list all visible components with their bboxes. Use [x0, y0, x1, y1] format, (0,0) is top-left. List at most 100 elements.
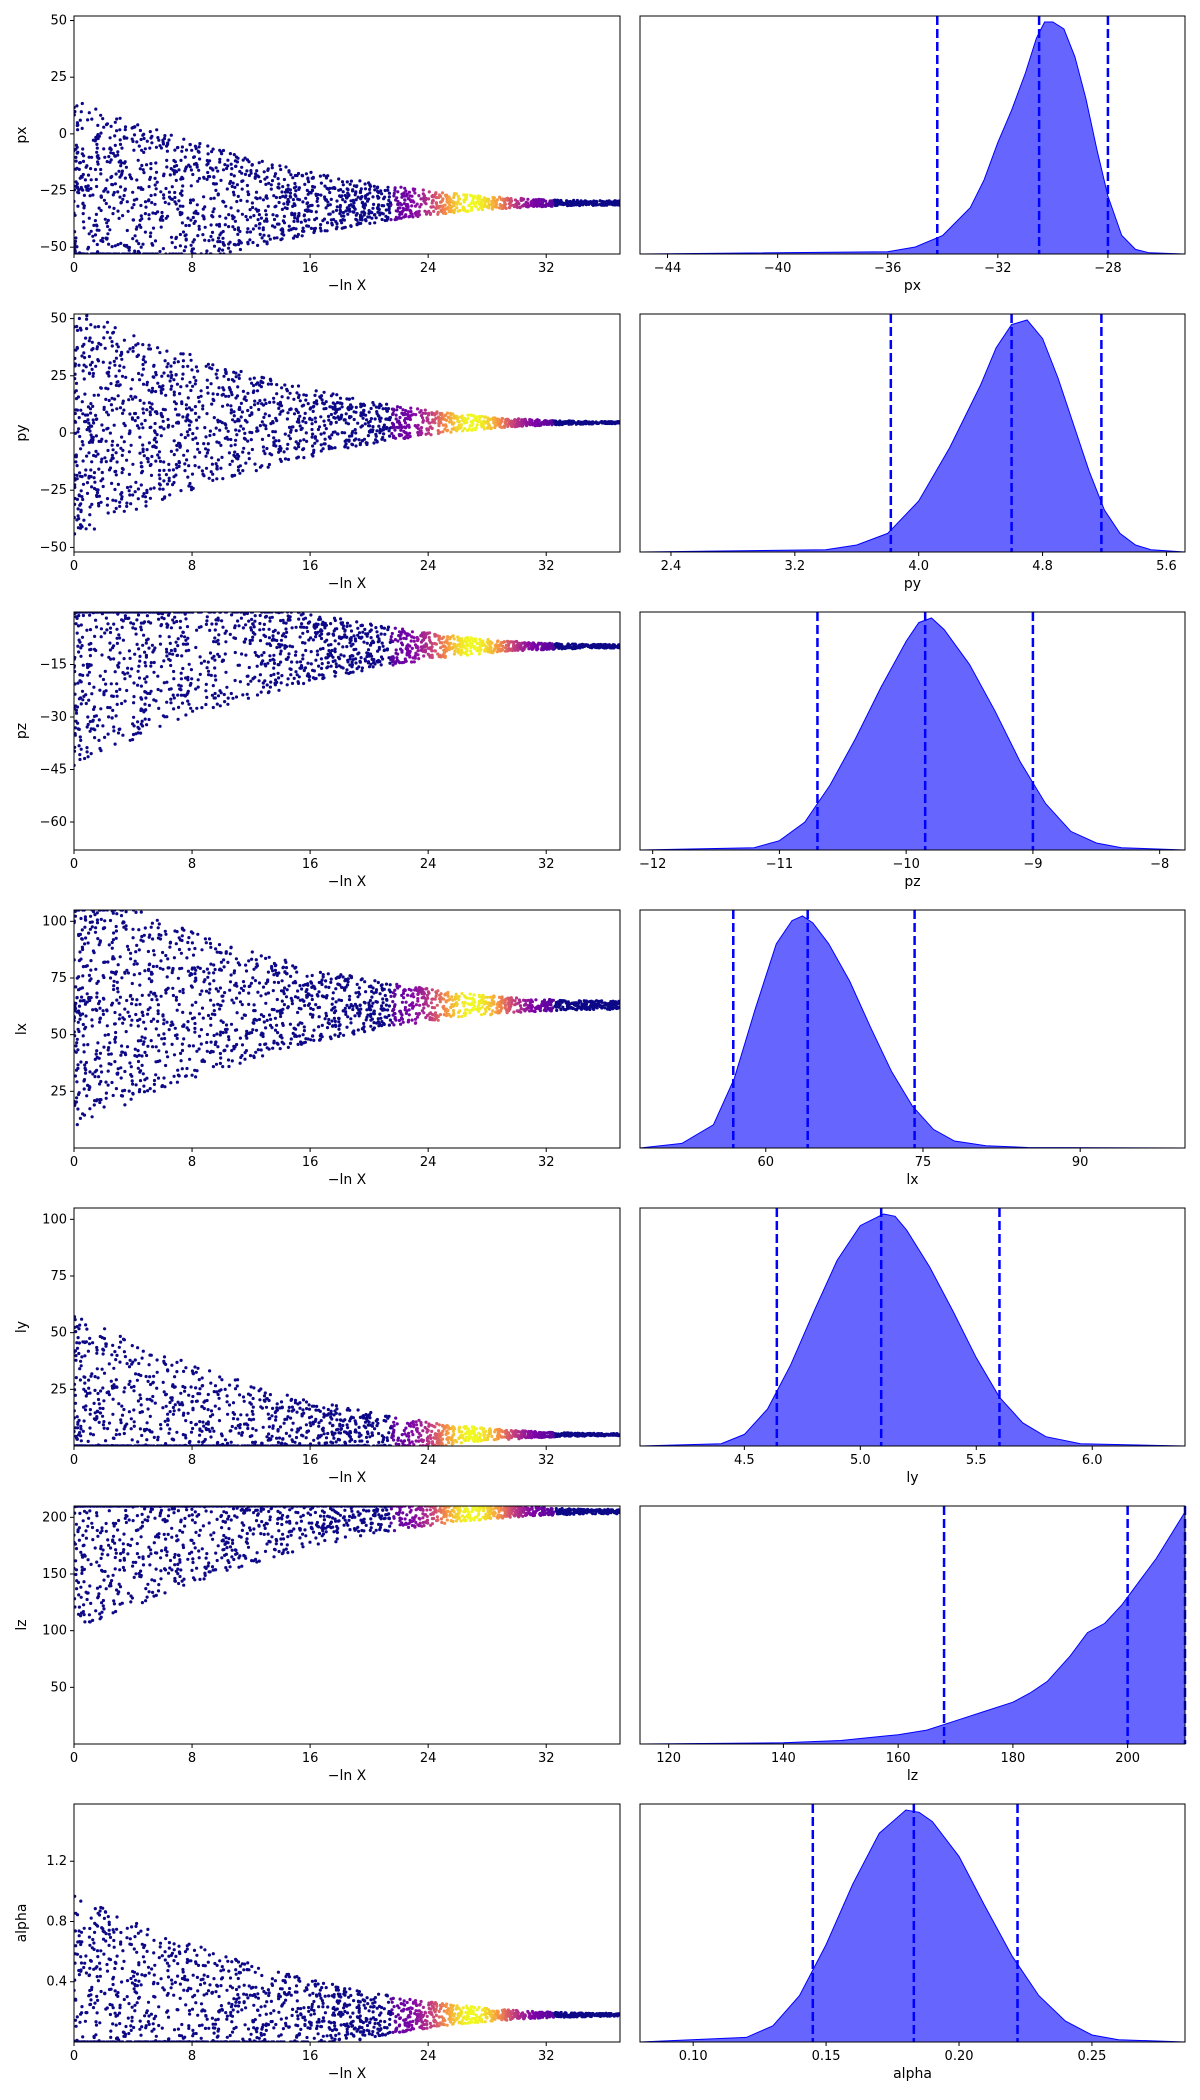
- trace-point: [128, 429, 132, 433]
- trace-point: [191, 198, 195, 202]
- trace-point: [601, 420, 605, 424]
- trace-point: [329, 179, 333, 183]
- trace-point: [437, 424, 441, 428]
- trace-point: [181, 372, 185, 376]
- trace-point: [112, 510, 116, 514]
- trace-point: [458, 197, 462, 201]
- trace-point: [78, 679, 82, 683]
- trace-point: [194, 687, 198, 691]
- trace-point: [117, 633, 121, 637]
- trace-point: [240, 165, 244, 169]
- trace-point: [456, 194, 460, 198]
- trace-point: [224, 423, 228, 427]
- trace-point: [141, 362, 145, 367]
- trace-point: [204, 702, 208, 707]
- trace-point: [417, 194, 421, 198]
- trace-point: [354, 431, 358, 435]
- trace-point: [502, 640, 506, 644]
- trace-point: [108, 336, 112, 340]
- trace-point: [526, 205, 530, 209]
- trace-point: [184, 245, 188, 249]
- trace-point: [387, 656, 391, 660]
- trace-point: [381, 407, 385, 411]
- trace-point: [115, 694, 119, 698]
- trace-point: [155, 433, 159, 437]
- trace-point: [493, 416, 497, 420]
- trace-point: [103, 456, 107, 460]
- trace-point: [419, 409, 423, 413]
- trace-point: [429, 425, 433, 429]
- trace-point: [287, 224, 291, 228]
- trace-point: [196, 678, 200, 682]
- trace-point: [278, 403, 282, 407]
- trace-point: [81, 201, 85, 205]
- trace-point: [74, 247, 77, 252]
- trace-point: [245, 692, 249, 696]
- trace-point: [340, 431, 344, 435]
- trace-point: [99, 172, 103, 176]
- trace-point: [452, 415, 456, 419]
- trace-point: [273, 174, 277, 178]
- trace-point: [506, 418, 510, 422]
- trace-point: [499, 425, 503, 429]
- trace-point: [132, 334, 136, 338]
- trace-point: [131, 626, 135, 630]
- trace-point: [85, 481, 90, 485]
- trace-point: [250, 412, 254, 416]
- trace-point: [496, 640, 500, 644]
- trace-point: [281, 409, 285, 413]
- trace-point: [229, 691, 233, 696]
- trace-point: [118, 116, 122, 120]
- trace-point: [279, 681, 283, 685]
- trace-point: [175, 448, 179, 452]
- trace-points-px: [74, 101, 620, 254]
- trace-point: [204, 454, 208, 458]
- trace-point: [415, 210, 419, 214]
- trace-point: [114, 714, 118, 718]
- trace-point: [392, 191, 396, 195]
- trace-point: [401, 206, 405, 210]
- trace-point: [90, 340, 94, 344]
- trace-point: [87, 670, 91, 674]
- trace-point: [319, 229, 323, 233]
- trace-point: [233, 443, 237, 447]
- trace-point: [319, 432, 323, 436]
- trace-point: [247, 457, 251, 461]
- trace-point: [177, 441, 181, 445]
- trace-point: [354, 190, 358, 194]
- trace-point: [302, 668, 306, 673]
- trace-point: [363, 182, 367, 186]
- trace-point: [343, 193, 347, 198]
- trace-point: [87, 476, 91, 480]
- trace-point: [163, 200, 167, 204]
- trace-point: [462, 198, 466, 202]
- trace-point: [105, 320, 110, 324]
- trace-point: [205, 615, 209, 619]
- trace-point: [267, 433, 271, 438]
- trace-point: [287, 434, 291, 438]
- trace-point: [160, 374, 164, 378]
- trace-point: [94, 449, 98, 453]
- trace-point: [435, 410, 439, 414]
- trace-point: [209, 470, 213, 474]
- trace-point: [433, 642, 437, 646]
- trace-point: [285, 206, 289, 211]
- trace-point: [108, 361, 112, 365]
- trace-point: [188, 683, 192, 687]
- trace-point: [250, 163, 254, 167]
- trace-point: [390, 631, 394, 636]
- trace-point: [218, 214, 222, 218]
- trace-point: [166, 362, 170, 366]
- trace-point: [245, 218, 249, 222]
- trace-point: [258, 399, 262, 403]
- trace-point: [325, 186, 329, 190]
- trace-point: [313, 416, 317, 420]
- trace-point: [74, 455, 78, 459]
- trace-point: [88, 194, 92, 198]
- trace-point: [451, 201, 455, 205]
- trace-point: [192, 375, 196, 379]
- trace-point: [75, 518, 79, 522]
- trace-point: [227, 213, 231, 217]
- trace-point: [252, 376, 256, 380]
